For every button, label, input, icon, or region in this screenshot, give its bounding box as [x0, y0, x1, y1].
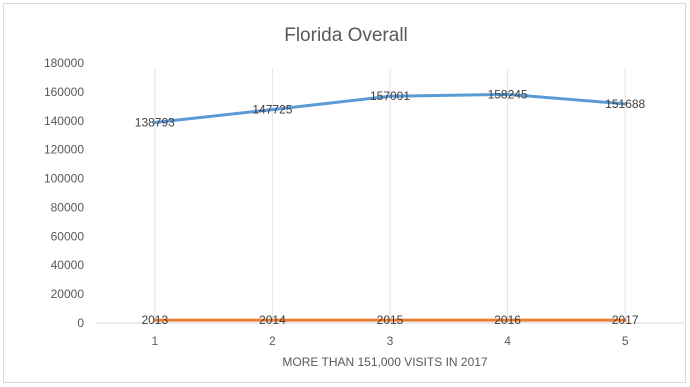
- data-label-s2-2: 2014: [259, 313, 286, 327]
- data-label-layer: 138793 147725 157001 158245 151688 2013 2014 20…: [135, 87, 646, 327]
- x-tick-label-5: 5: [622, 334, 629, 348]
- data-label-s1-2: 147725: [252, 103, 292, 117]
- axis-layer: 0 20000 40000 60000 80000 100000 120000 140000 1…: [44, 56, 684, 348]
- data-label-s1-1: 138793: [135, 116, 175, 130]
- y-tick-label-80000: 80000: [51, 200, 85, 214]
- data-label-s2-5: 2017: [612, 313, 639, 327]
- series-layer: [153, 92, 627, 322]
- y-tick-label-120000: 120000: [44, 143, 84, 157]
- series-line-1: [153, 92, 627, 124]
- data-label-s1-3: 157001: [370, 89, 410, 103]
- data-label-s1-4: 158245: [488, 87, 528, 101]
- y-tick-label-100000: 100000: [44, 172, 84, 186]
- y-tick-label-180000: 180000: [44, 56, 84, 70]
- y-tick-label-20000: 20000: [51, 287, 85, 301]
- data-label-s2-3: 2015: [377, 313, 404, 327]
- chart-svg: Florida Overall 0 20000 40000 60000 80000 100…: [44, 25, 684, 369]
- data-label-s2-1: 2013: [141, 313, 168, 327]
- x-tick-label-3: 3: [387, 334, 394, 348]
- chart-area: Florida Overall 0 20000 40000 60000 80000 100…: [3, 3, 686, 383]
- data-label-s2-4: 2016: [494, 313, 521, 327]
- x-tick-label-4: 4: [504, 334, 511, 348]
- y-tick-label-60000: 60000: [51, 229, 85, 243]
- y-tick-label-160000: 160000: [44, 85, 84, 99]
- y-tick-label-140000: 140000: [44, 114, 84, 128]
- x-tick-label-2: 2: [269, 334, 276, 348]
- y-tick-label-40000: 40000: [51, 258, 85, 272]
- grid-layer: [154, 69, 626, 323]
- data-label-s1-5: 151688: [605, 97, 645, 111]
- y-tick-label-0: 0: [77, 316, 84, 330]
- x-tick-label-1: 1: [151, 334, 158, 348]
- chart-title: Florida Overall: [284, 25, 408, 46]
- x-axis-title: MORE THAN 151,000 VISITS IN 2017: [282, 355, 488, 369]
